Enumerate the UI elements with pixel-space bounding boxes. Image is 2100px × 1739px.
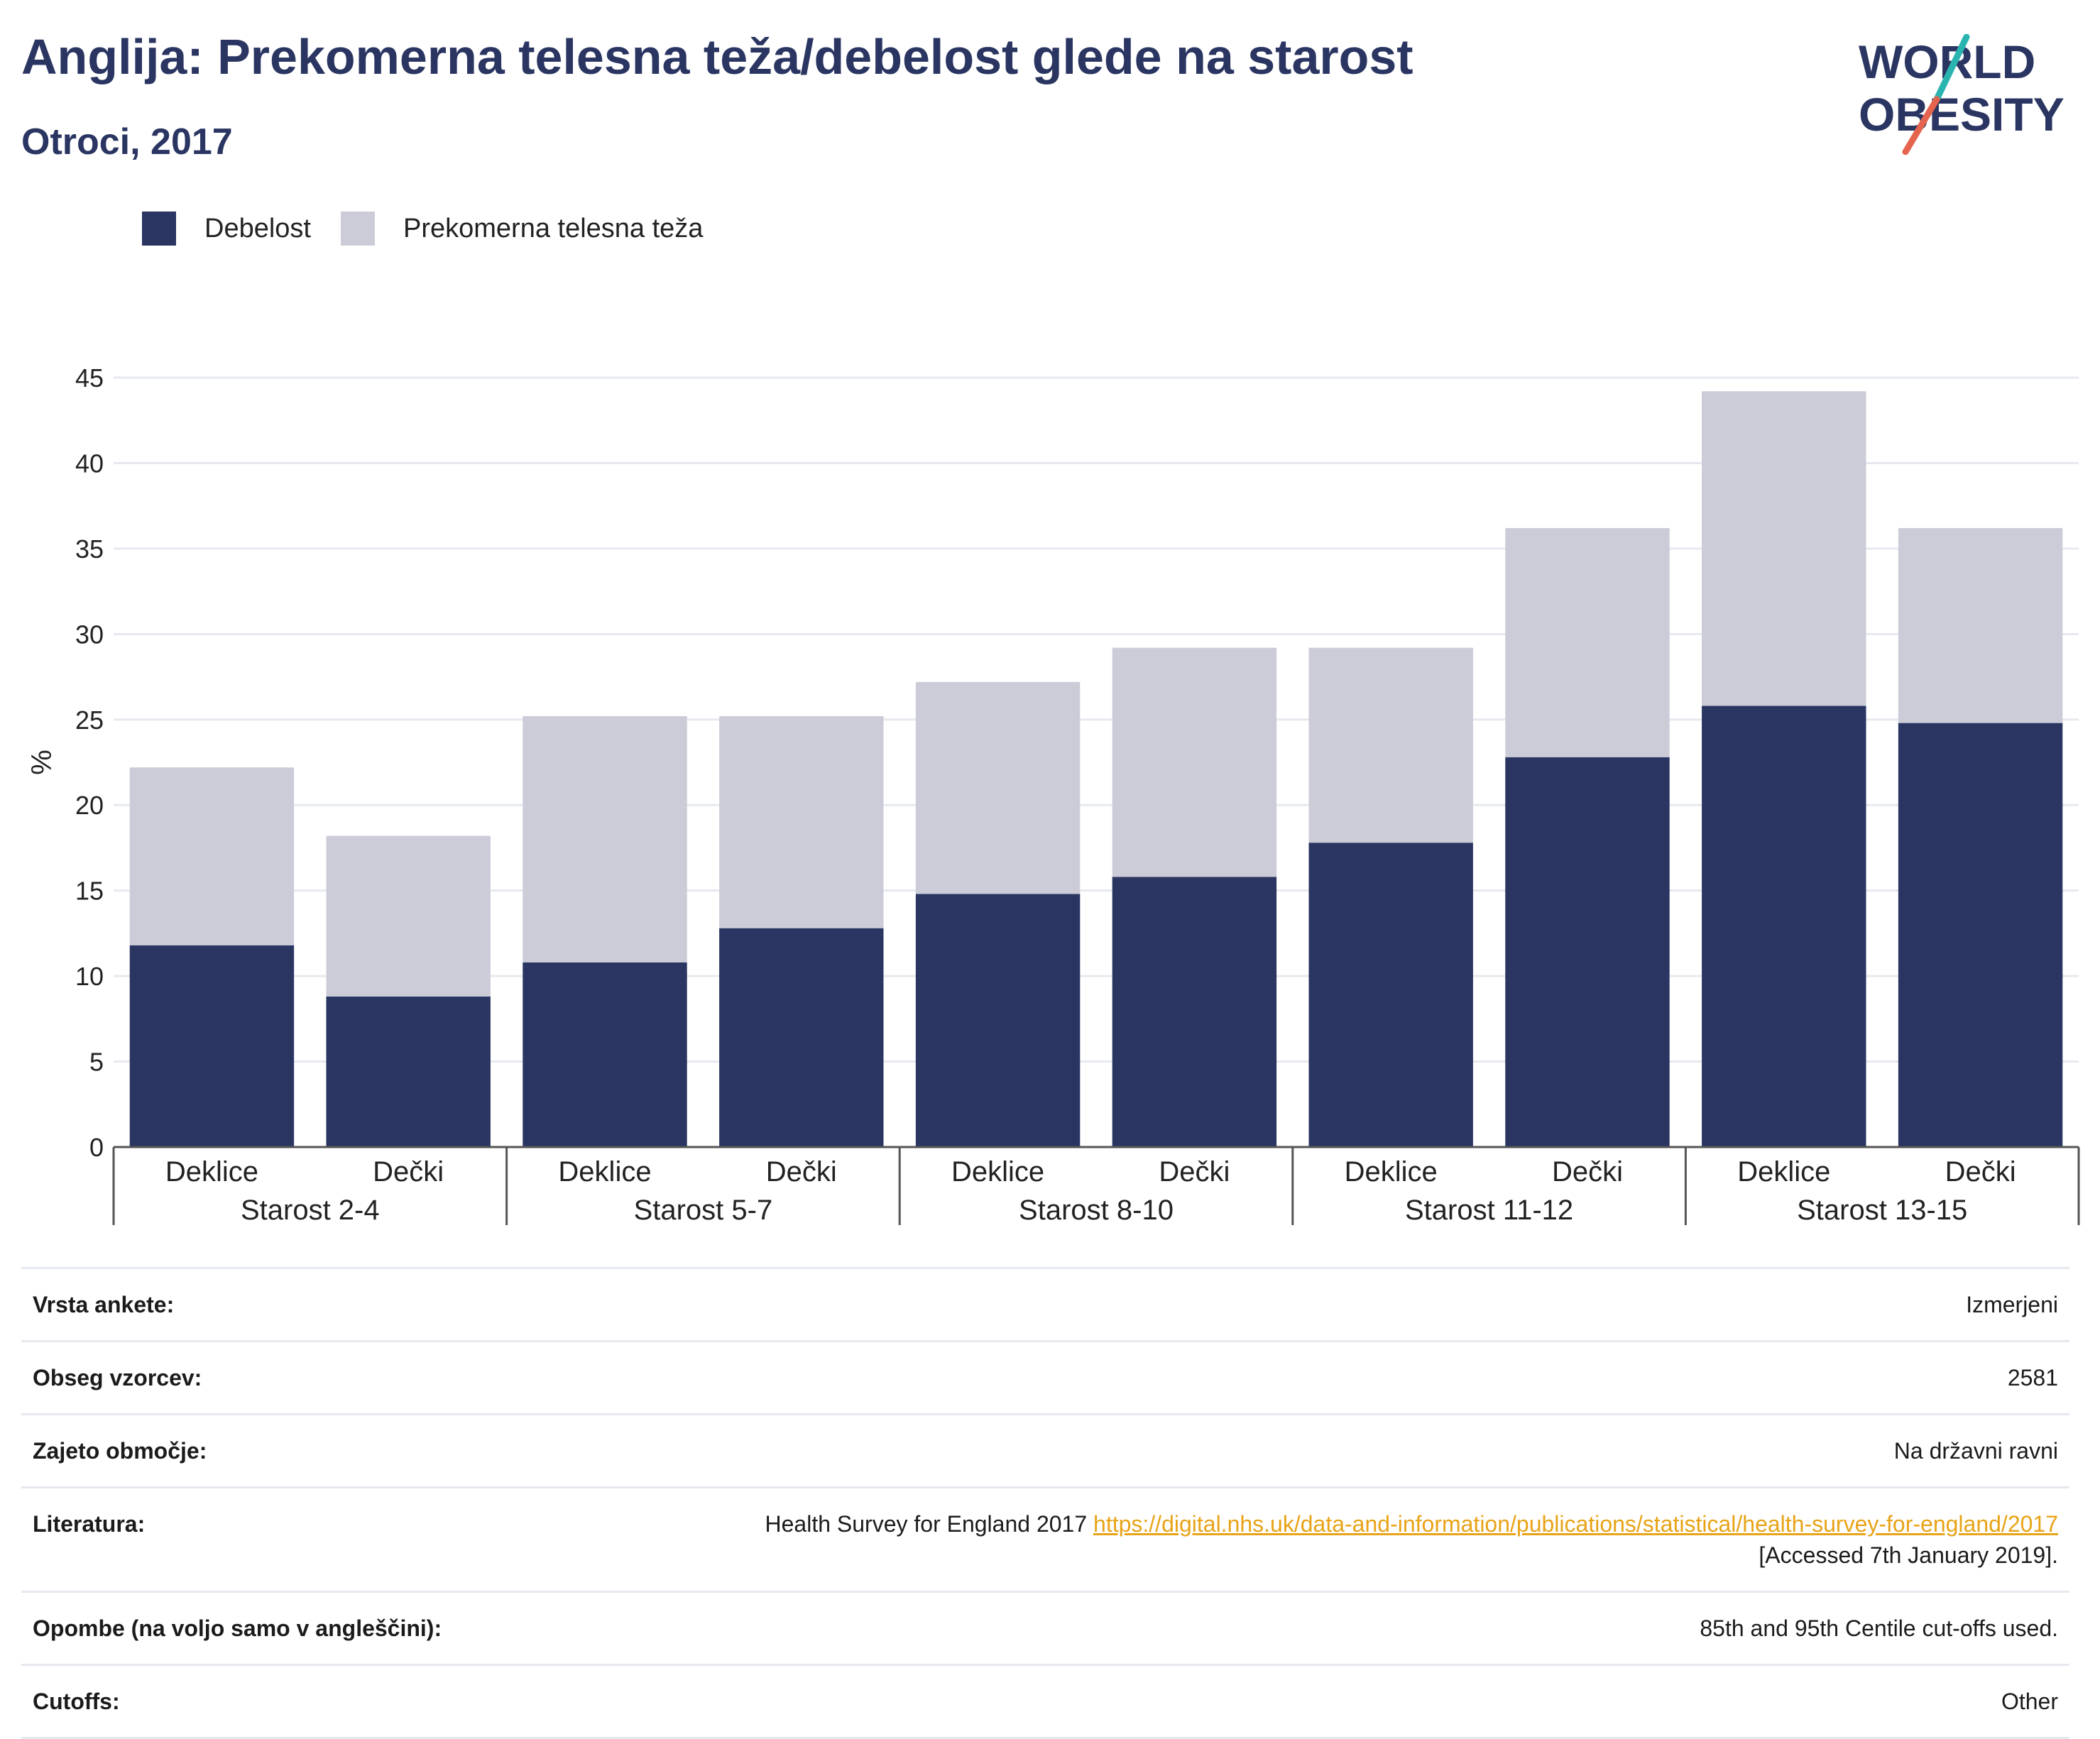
bar-overweight[interactable]	[129, 767, 295, 945]
bar-obesity[interactable]	[326, 997, 491, 1147]
world-obesity-logo: WORLD OBESITY	[1859, 34, 2065, 155]
x-tick-label: Deklice	[1737, 1156, 1830, 1187]
legend-item-obesity[interactable]: Debelost	[142, 212, 311, 246]
bar-overweight[interactable]	[1898, 527, 2063, 723]
survey-meta-table: Vrsta ankete: Izmerjeni Obseg vzorcev: 2…	[21, 1267, 2069, 1739]
y-tick-label: 30	[75, 620, 104, 649]
y-tick-label: 25	[75, 706, 104, 735]
page-subtitle: Otroci, 2017	[21, 121, 233, 163]
group-label: Starost 11-12	[1405, 1195, 1573, 1226]
x-tick-label: Dečki	[1159, 1156, 1230, 1187]
bar-obesity[interactable]	[719, 928, 884, 1147]
group-label: Starost 8-10	[1019, 1195, 1174, 1226]
meta-value: 85th and 95th Centile cut-offs used.	[1700, 1615, 2058, 1641]
meta-label: Literatura:	[33, 1511, 146, 1537]
meta-value: Izmerjeni	[1966, 1292, 2058, 1317]
bar-overweight[interactable]	[326, 835, 491, 997]
meta-value: 2581	[2007, 1365, 2058, 1390]
legend-label-obesity: Debelost	[204, 213, 311, 243]
bar-overweight[interactable]	[1308, 647, 1473, 843]
reference-accessed: [Accessed 7th January 2019].	[1759, 1542, 2058, 1568]
y-tick-label: 45	[75, 363, 104, 393]
bar-obesity[interactable]	[129, 945, 295, 1147]
y-tick-label: 20	[75, 791, 104, 820]
meta-value: Na državni ravni	[1893, 1438, 2058, 1464]
bar-obesity[interactable]	[1898, 723, 2063, 1147]
bar-overweight[interactable]	[719, 715, 884, 928]
meta-label: Obseg vzorcev:	[33, 1365, 202, 1390]
bar-obesity[interactable]	[523, 962, 687, 1147]
y-axis-label: %	[26, 750, 58, 775]
bar-obesity[interactable]	[915, 894, 1081, 1147]
bar-obesity[interactable]	[1112, 877, 1277, 1147]
meta-row-references: Literatura: Health Survey for England 20…	[21, 1486, 2069, 1591]
x-tick-label: Dečki	[1552, 1156, 1623, 1187]
meta-label: Zajeto območje:	[33, 1438, 207, 1464]
bar-overweight[interactable]	[1505, 527, 1670, 757]
reference-text: Health Survey for England 2017	[765, 1511, 1088, 1537]
meta-row-sample-size: Obseg vzorcev: 2581	[21, 1340, 2069, 1413]
logo-slash-coral	[1902, 96, 1940, 155]
y-tick-label: 0	[89, 1133, 104, 1162]
legend-swatch-obesity	[142, 212, 176, 246]
group-label: Starost 13-15	[1797, 1195, 1967, 1226]
legend-swatch-overweight	[340, 212, 375, 246]
x-tick-label: Deklice	[558, 1156, 651, 1187]
meta-label: Opombe (na voljo samo v angleščini):	[33, 1615, 442, 1641]
x-tick-label: Dečki	[373, 1156, 444, 1187]
x-tick-label: Deklice	[165, 1156, 258, 1187]
meta-label: Vrsta ankete:	[33, 1292, 175, 1317]
y-tick-label: 5	[89, 1048, 104, 1077]
y-tick-label: 40	[75, 449, 104, 478]
bar-overweight[interactable]	[1702, 391, 1866, 706]
meta-row-coverage: Zajeto območje: Na državni ravni	[21, 1413, 2069, 1486]
meta-label: Cutoffs:	[33, 1689, 120, 1714]
bar-obesity[interactable]	[1308, 843, 1473, 1147]
meta-row-cutoffs: Cutoffs: Other	[21, 1664, 2069, 1739]
group-label: Starost 5-7	[634, 1195, 773, 1226]
bar-overweight[interactable]	[915, 681, 1081, 894]
x-tick-label: Dečki	[766, 1156, 837, 1187]
bar-obesity[interactable]	[1702, 706, 1866, 1147]
y-tick-label: 15	[75, 877, 104, 906]
legend-item-overweight[interactable]: Prekomerna telesna teža	[340, 212, 704, 246]
y-tick-label: 10	[75, 962, 104, 991]
meta-row-notes: Opombe (na voljo samo v angleščini): 85t…	[21, 1591, 2069, 1664]
page-title: Anglija: Prekomerna telesna teža/debelos…	[21, 29, 1413, 84]
legend-label-overweight: Prekomerna telesna teža	[403, 213, 704, 243]
logo-line2: OBESITY	[1859, 88, 2065, 141]
bar-obesity[interactable]	[1505, 757, 1670, 1147]
group-label: Starost 2-4	[241, 1195, 380, 1226]
logo-slash-teal	[1933, 34, 1970, 103]
bar-overweight[interactable]	[1112, 647, 1277, 877]
meta-value: Health Survey for England 2017 https://d…	[765, 1508, 2059, 1571]
x-tick-label: Deklice	[951, 1156, 1044, 1187]
y-tick-label: 35	[75, 534, 104, 564]
x-tick-label: Dečki	[1945, 1156, 2016, 1187]
reference-link[interactable]: https://digital.nhs.uk/data-and-informat…	[1093, 1511, 2058, 1537]
chart-legend: Debelost Prekomerna telesna teža	[142, 212, 733, 246]
meta-row-survey-type: Vrsta ankete: Izmerjeni	[21, 1267, 2069, 1340]
meta-value: Other	[2001, 1689, 2058, 1714]
x-tick-label: Deklice	[1345, 1156, 1438, 1187]
stacked-bar-chart: 0 5 10 15 20 25 30 35 40 45% Deklice Dečki Deklice De…	[26, 363, 2080, 1226]
bar-overweight[interactable]	[523, 715, 687, 962]
